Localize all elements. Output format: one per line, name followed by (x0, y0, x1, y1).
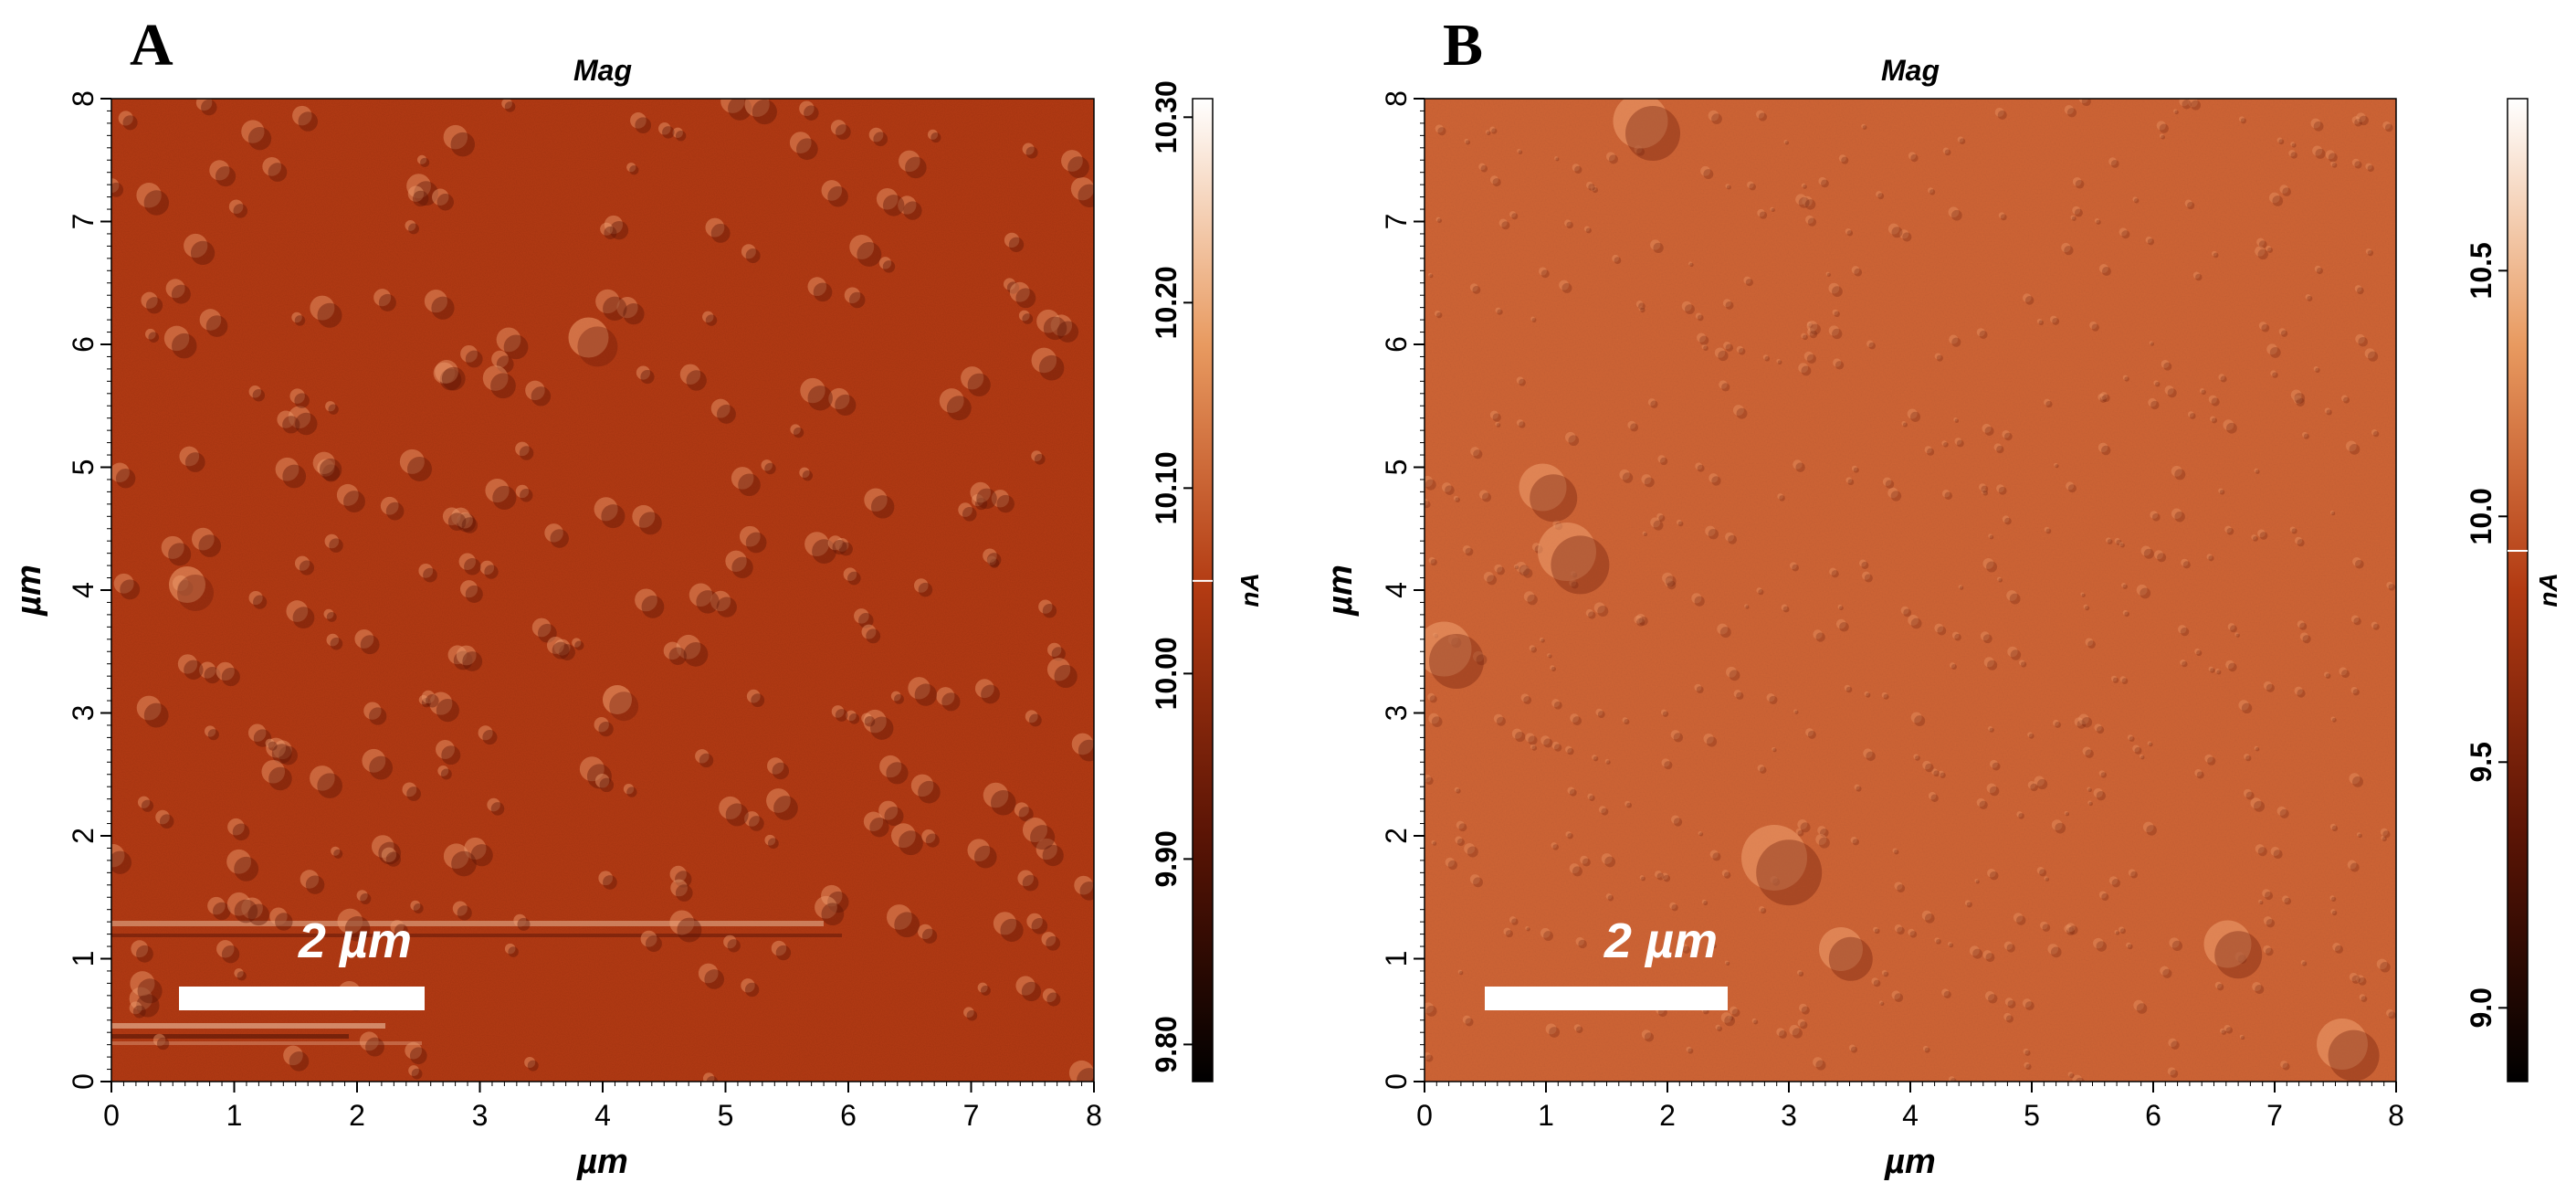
plot-title: Mag (1881, 54, 1940, 87)
y-tick-label: 0 (1380, 1073, 1413, 1090)
x-tick-label: 1 (1538, 1099, 1554, 1132)
y-axis: 0 1 2 3 4 5 6 7 8 (1380, 90, 1425, 1090)
y-tick-label: 7 (67, 214, 100, 230)
scale-bar (179, 987, 425, 1010)
x-axis: 0 1 2 3 4 5 6 7 8 (103, 1082, 1102, 1132)
y-tick-label: 4 (67, 582, 100, 598)
colorbar (1192, 98, 1214, 1082)
panel-letter: A (130, 12, 173, 79)
x-tick-label: 6 (840, 1099, 857, 1132)
colorbar-unit: nA (2534, 573, 2562, 607)
afm-features (111, 99, 1094, 1082)
x-tick-label: 6 (2145, 1099, 2161, 1132)
x-tick-label: 8 (2388, 1099, 2404, 1132)
x-axis: 0 1 2 3 4 5 6 7 8 (1416, 1082, 2404, 1132)
y-tick-label: 2 (1380, 828, 1413, 844)
colorbar-tick-label: 10.20 (1150, 266, 1183, 339)
y-axis-label: µm (10, 565, 48, 617)
y-tick-label: 4 (1380, 582, 1413, 598)
scale-bar-label: 2 µm (298, 913, 412, 968)
x-tick-label: 1 (226, 1099, 243, 1132)
x-tick-label: 3 (472, 1099, 489, 1132)
x-tick-label: 4 (594, 1099, 611, 1132)
colorbar-tick-label: 10.10 (1150, 451, 1183, 524)
x-tick-label: 0 (1416, 1099, 1433, 1132)
x-tick-label: 2 (349, 1099, 365, 1132)
panel-b: B Mag 2 µm 0 1 2 3 4 5 6 7 8 0 1 2 3 4 5 6 7 8 (1309, 0, 2576, 1193)
y-tick-label: 5 (1380, 459, 1413, 476)
colorbar-ticks: 9.80 9.90 10.00 10.10 10.20 10.30 (1150, 80, 1213, 1073)
x-tick-label: 3 (1781, 1099, 1797, 1132)
y-tick-label: 1 (1380, 951, 1413, 967)
y-tick-label: 5 (67, 459, 100, 476)
y-tick-label: 6 (1380, 336, 1413, 353)
scale-bar-label: 2 µm (1603, 913, 1718, 968)
afm-features (1425, 99, 2396, 1082)
colorbar-tick-label: 10.5 (2465, 242, 2497, 299)
x-tick-label: 7 (2266, 1099, 2283, 1132)
y-tick-label: 1 (67, 951, 100, 967)
colorbar-tick-label: 10.30 (1150, 80, 1183, 153)
colorbar-tick-label: 9.80 (1150, 1016, 1183, 1072)
x-tick-label: 5 (718, 1099, 734, 1132)
x-tick-label: 2 (1659, 1099, 1676, 1132)
colorbar-tick-label: 9.5 (2465, 742, 2497, 782)
scale-bar (1485, 987, 1728, 1010)
colorbar-tick-label: 10.00 (1150, 637, 1183, 710)
colorbar (2507, 98, 2529, 1082)
colorbar-tick-label: 9.0 (2465, 987, 2497, 1028)
colorbar-ticks: 9.0 9.5 10.0 10.5 (2465, 242, 2528, 1029)
x-tick-label: 4 (1902, 1099, 1919, 1132)
y-tick-label: 7 (1380, 214, 1413, 230)
panel-letter: B (1443, 12, 1484, 79)
x-tick-label: 8 (1086, 1099, 1102, 1132)
y-tick-label: 3 (67, 705, 100, 722)
y-axis: 0 1 2 3 4 5 6 7 8 (67, 90, 111, 1090)
colorbar-unit: nA (1235, 573, 1264, 607)
colorbar-tick-label: 10.0 (2465, 488, 2497, 544)
panel-a: A Mag (10, 12, 1264, 1181)
y-tick-label: 2 (67, 828, 100, 844)
x-tick-label: 5 (2024, 1099, 2040, 1132)
plot-title: Mag (573, 54, 632, 87)
x-tick-label: 7 (963, 1099, 980, 1132)
colorbar-tick-label: 9.90 (1150, 830, 1183, 887)
y-tick-label: 3 (1380, 705, 1413, 722)
x-tick-label: 0 (103, 1099, 120, 1132)
y-tick-label: 6 (67, 336, 100, 353)
y-tick-label: 0 (67, 1073, 100, 1090)
y-tick-label: 8 (67, 90, 100, 107)
x-axis-label: µm (576, 1143, 628, 1181)
y-axis-label: µm (1321, 565, 1360, 617)
y-tick-label: 8 (1380, 90, 1413, 107)
x-axis-label: µm (1884, 1143, 1936, 1181)
